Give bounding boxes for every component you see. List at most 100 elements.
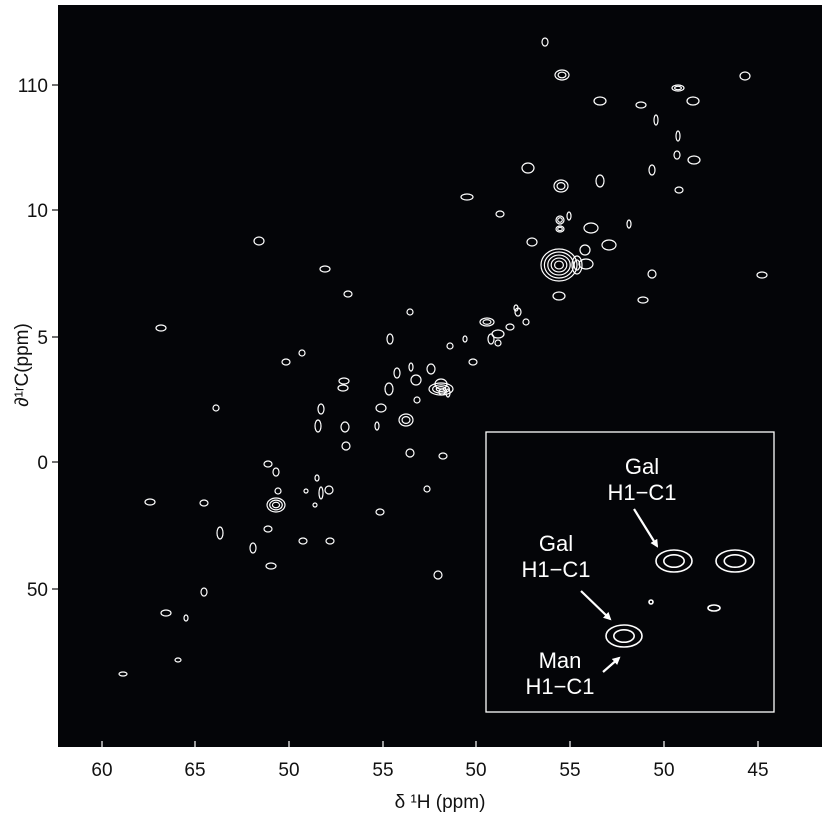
contour-peak: [756, 271, 768, 279]
contour-peak: [647, 269, 657, 279]
contour-peak: [557, 217, 563, 223]
contour-peak: [540, 248, 578, 282]
contour-peak: [401, 416, 411, 424]
contour-peak: [715, 549, 755, 573]
contour-peak: [593, 96, 607, 106]
contour-peak: [460, 193, 474, 201]
contour-peak: [687, 155, 701, 165]
contour-peak: [408, 362, 414, 372]
x-tick-label: 65: [184, 760, 205, 781]
contour-peak: [468, 358, 478, 366]
contour-peak: [579, 244, 591, 256]
contour-peak: [269, 499, 283, 511]
contour-peak: [462, 335, 468, 343]
y-axis-title: ∂¹ʳC(ppm): [12, 323, 33, 407]
contour-peak: [479, 317, 495, 327]
contour-peak: [375, 508, 385, 516]
contour-peak: [552, 291, 566, 301]
contour-peak: [445, 388, 451, 398]
contour-peak: [671, 84, 685, 92]
annotation-label: H1−C1: [525, 674, 594, 699]
contour-peak: [446, 342, 454, 350]
contour-peak: [249, 542, 257, 554]
contour-peak: [317, 403, 325, 415]
contour-peak: [298, 537, 308, 545]
contour-peak: [319, 265, 331, 273]
contour-peak: [521, 162, 535, 174]
contour-peak: [494, 339, 502, 347]
contour-peak: [263, 460, 273, 468]
x-tick-label: 45: [747, 760, 768, 781]
contour-peak: [298, 349, 306, 357]
contour-peak: [428, 382, 454, 396]
contour-peak: [266, 497, 286, 513]
contour-peak: [413, 396, 421, 404]
contour-peak: [505, 323, 515, 331]
contour-peak: [686, 96, 700, 106]
contour-peak: [739, 71, 751, 81]
contour-peak: [648, 164, 656, 176]
contour-peak: [723, 553, 747, 569]
y-tick-label: 50: [27, 580, 48, 601]
contour-peak: [663, 553, 685, 569]
annotation-arrow: [633, 508, 659, 548]
contour-peak: [673, 150, 681, 160]
contour-peaks: [118, 37, 768, 677]
contour-peak: [495, 210, 505, 218]
x-tick-label: 60: [91, 760, 112, 781]
contour-peak: [341, 441, 351, 451]
contour-peak: [281, 358, 291, 366]
inset-box: [485, 431, 775, 713]
contour-peak: [637, 296, 649, 304]
contour-peak: [199, 499, 209, 507]
contour-peak: [393, 367, 401, 379]
contour-peak: [595, 174, 605, 188]
contour-peak: [265, 562, 277, 570]
contour-peak: [144, 498, 156, 506]
contour-peak: [216, 526, 224, 540]
contour-peak: [553, 260, 565, 270]
contour-peak: [343, 290, 353, 298]
contour-peak: [325, 537, 335, 545]
x-tick-label: 55: [372, 760, 393, 781]
contour-peak: [554, 69, 570, 81]
y-tick-label: 5: [37, 328, 48, 349]
contour-peak: [557, 71, 567, 79]
contour-peak: [571, 255, 583, 275]
annotation-label: H1−C1: [521, 557, 590, 582]
contour-peak: [160, 609, 172, 617]
contour-peak: [578, 258, 594, 270]
contour-peak: [398, 413, 414, 427]
contour-peak: [410, 374, 422, 386]
contour-peak: [406, 308, 414, 316]
contour-peak: [263, 525, 273, 533]
contour-peak: [513, 304, 519, 312]
x-tick-label: 50: [653, 760, 674, 781]
contour-peak: [303, 488, 309, 494]
contour-peak: [675, 130, 681, 142]
contour-peak: [547, 254, 571, 276]
contour-peak: [271, 501, 281, 509]
contour-peak: [707, 604, 721, 612]
contour-peak: [487, 333, 495, 345]
contour-peak: [541, 37, 549, 47]
contour-peak: [174, 657, 182, 663]
contour-peak: [386, 333, 394, 345]
contour-peak: [573, 259, 581, 271]
contour-peak: [522, 318, 530, 326]
contour-peak: [601, 239, 617, 251]
contour-peak: [374, 421, 380, 431]
contour-peak: [314, 419, 322, 433]
annotation-arrow: [602, 656, 621, 673]
x-axis-ticks: 60 65 50 55 50 55 50 45: [91, 741, 769, 781]
contour-peak: [655, 549, 693, 573]
x-axis-title: δ ¹H (ppm): [395, 792, 486, 813]
contour-peak: [674, 186, 684, 194]
contour-peak: [405, 448, 415, 458]
contour-peak: [435, 386, 447, 392]
contour-peak: [555, 215, 565, 225]
contour-peak: [526, 237, 538, 247]
contour-peak: [118, 671, 128, 677]
contour-peak: [674, 85, 682, 91]
